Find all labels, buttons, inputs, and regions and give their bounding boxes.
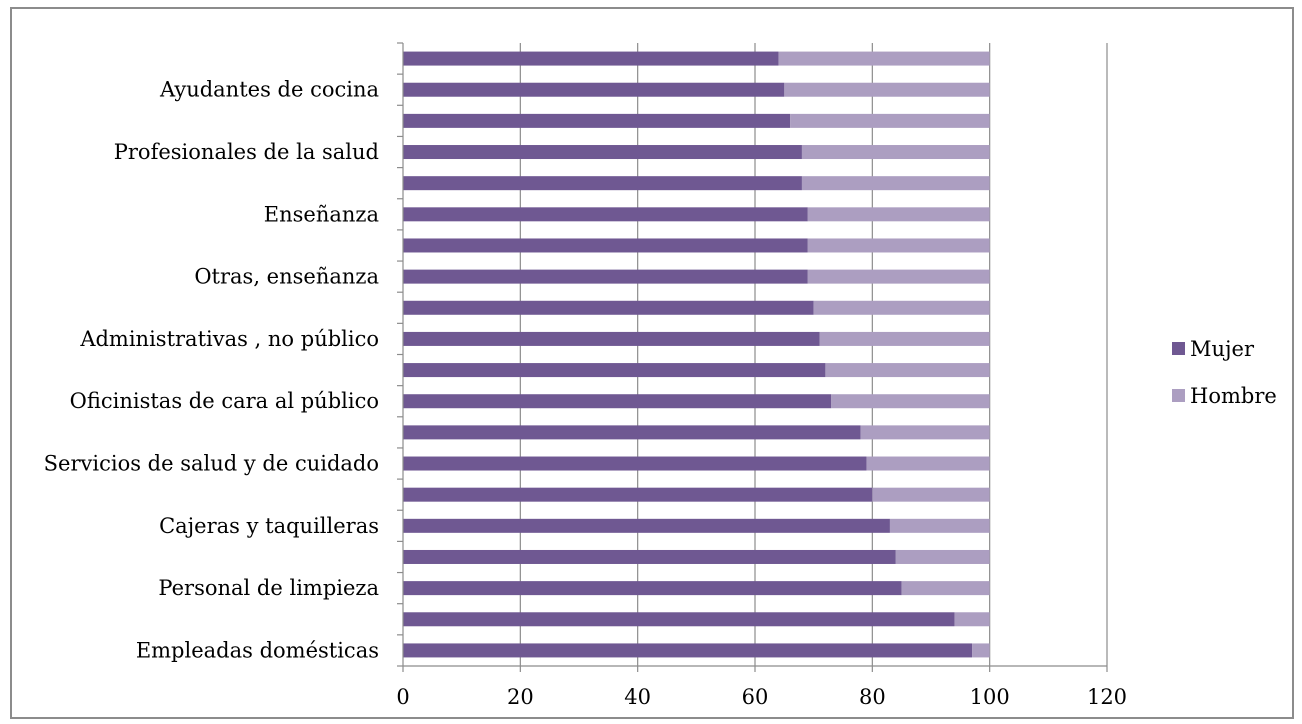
category-label: Servicios de salud y de cuidado	[44, 452, 379, 476]
x-tick-label: 20	[507, 685, 534, 709]
category-label: Personal de limpieza	[158, 576, 379, 600]
bar-mujer	[403, 176, 802, 191]
bar-mujer	[403, 51, 779, 66]
bar-mujer	[403, 207, 808, 222]
category-label: Otras, enseñanza	[194, 265, 379, 289]
x-tick-label: 120	[1087, 685, 1127, 709]
category-label: Profesionales de la salud	[114, 140, 379, 164]
category-labels: Empleadas domésticas Personal de limpieza…	[44, 78, 379, 663]
bar-mujer	[403, 425, 861, 440]
gridlines	[519, 43, 1108, 666]
category-label: Administrativas , no público	[79, 327, 379, 351]
legend: Mujer Hombre	[1172, 337, 1277, 408]
bar-mujer	[403, 113, 791, 128]
x-tick-label: 0	[396, 685, 409, 709]
bar-hombre	[801, 145, 990, 160]
bar-hombre	[895, 549, 990, 564]
bar-mujer	[403, 612, 955, 627]
bar-mujer	[403, 363, 826, 378]
bar-mujer	[403, 456, 867, 471]
bar-mujer	[403, 643, 973, 658]
bar-hombre	[807, 238, 990, 253]
bar-mujer	[403, 269, 808, 284]
category-label: Oficinistas de cara al público	[70, 389, 379, 413]
category-label: Enseñanza	[264, 202, 379, 226]
bar-hombre	[889, 518, 990, 533]
bar-mujer	[403, 581, 902, 596]
bar-hombre	[807, 269, 990, 284]
bar-mujer	[403, 394, 832, 409]
bar-mujer	[403, 487, 873, 502]
category-label: Empleadas domésticas	[136, 638, 379, 662]
legend-swatch-hombre	[1172, 389, 1185, 402]
bar-hombre	[831, 394, 990, 409]
bar-hombre	[901, 581, 990, 596]
bar-hombre	[790, 113, 990, 128]
legend-swatch-mujer	[1172, 342, 1185, 355]
bar-mujer	[403, 300, 814, 315]
bar-hombre	[872, 487, 990, 502]
legend-label-mujer: Mujer	[1190, 337, 1255, 361]
bar-hombre	[784, 82, 990, 97]
bar-hombre	[778, 51, 990, 66]
bar-mujer	[403, 145, 802, 160]
category-label: Cajeras y taquilleras	[159, 514, 379, 538]
bar-mujer	[403, 549, 896, 564]
legend-label-hombre: Hombre	[1190, 384, 1277, 408]
bar-mujer	[403, 331, 820, 346]
bar-mujer	[403, 82, 785, 97]
x-tick-label: 100	[970, 685, 1010, 709]
bars	[403, 51, 990, 658]
bar-mujer	[403, 238, 808, 253]
bar-hombre	[801, 176, 990, 191]
bar-hombre	[825, 363, 990, 378]
bar-hombre	[860, 425, 990, 440]
bar-hombre	[954, 612, 990, 627]
x-tick-label: 80	[859, 685, 886, 709]
x-tick-label: 40	[624, 685, 651, 709]
bar-hombre	[866, 456, 990, 471]
axes	[397, 42, 1108, 672]
bar-hombre	[807, 207, 990, 222]
bar-hombre	[972, 643, 990, 658]
category-label: Ayudantes de cocina	[159, 78, 379, 102]
bar-hombre	[813, 300, 990, 315]
bar-hombre	[819, 331, 990, 346]
x-tick-labels: 0 20 40 60 80 100 120	[396, 685, 1127, 709]
x-tick-label: 60	[742, 685, 769, 709]
bar-mujer	[403, 518, 890, 533]
